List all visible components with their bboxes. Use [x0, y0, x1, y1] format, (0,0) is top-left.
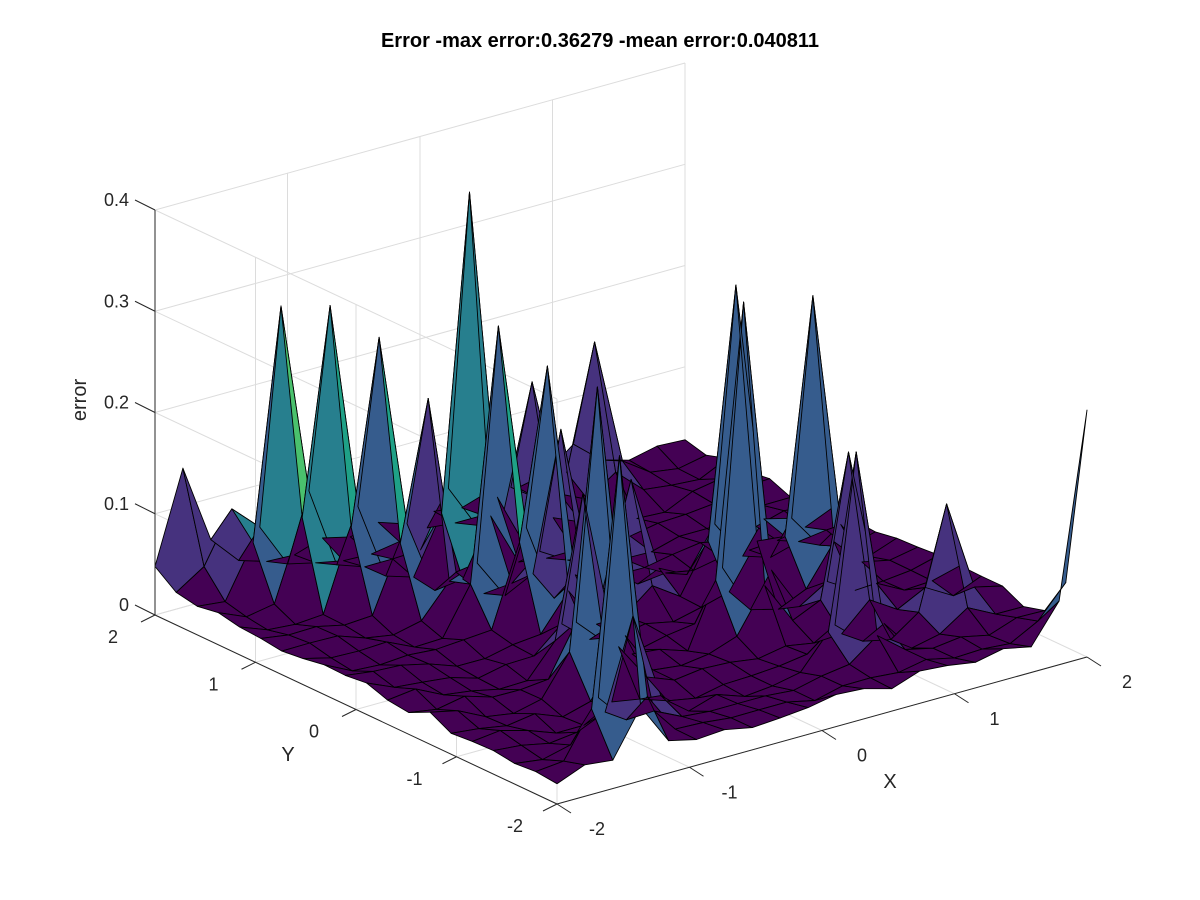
surface-facet — [1037, 409, 1088, 622]
x-axis-label: X — [883, 771, 896, 793]
surface-layer — [154, 191, 1088, 785]
y-tick-mark — [442, 756, 457, 765]
y-tick-mark — [241, 661, 256, 670]
x-tick-mark — [954, 693, 969, 704]
z-tick-label: 0.2 — [104, 393, 129, 413]
x-tick-label: -2 — [589, 819, 605, 839]
x-tick-mark — [1086, 656, 1102, 667]
z-tick-mark — [134, 300, 156, 312]
z-tick-mark — [134, 604, 156, 616]
z-tick-label: 0 — [119, 595, 129, 615]
x-tick-label: -1 — [721, 782, 737, 802]
x-tick-label: 2 — [1122, 672, 1132, 692]
x-tick-label: 0 — [857, 746, 867, 766]
z-tick-mark — [134, 199, 156, 211]
z-tick-label: 0.1 — [104, 494, 129, 514]
y-tick-label: 0 — [309, 722, 319, 742]
z-tick-label: 0.4 — [104, 190, 129, 210]
chart-title: Error -max error:0.36279 -mean error:0.0… — [381, 30, 819, 52]
y-axis-label: Y — [281, 744, 294, 766]
y-tick-label: 1 — [208, 674, 218, 694]
x-tick-mark — [689, 766, 704, 777]
x-tick-label: 1 — [989, 709, 999, 729]
x-tick-mark — [821, 730, 837, 740]
z-tick-label: 0.3 — [104, 291, 129, 311]
z-tick-mark — [134, 503, 156, 515]
y-tick-label: 2 — [108, 627, 118, 647]
y-tick-label: -2 — [507, 816, 523, 836]
x-tick-mark — [556, 803, 572, 814]
z-tick-mark — [134, 402, 156, 413]
axes-layer — [134, 199, 1102, 814]
y-tick-mark — [341, 709, 357, 717]
z-axis-label: error — [69, 379, 91, 422]
y-tick-label: -1 — [406, 769, 422, 789]
y-tick-mark — [140, 614, 156, 623]
y-tick-mark — [542, 803, 558, 812]
